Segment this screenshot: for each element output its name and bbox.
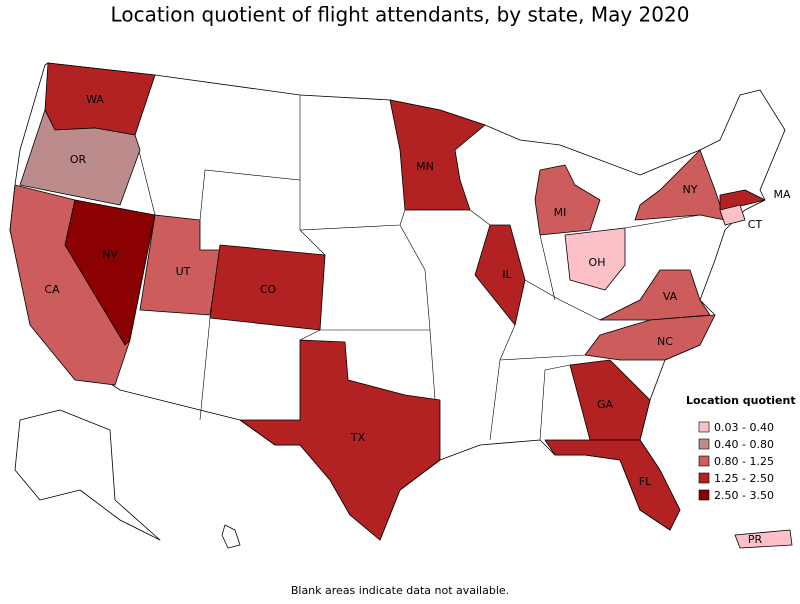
state-label: CT	[748, 218, 763, 231]
state-label: MI	[554, 206, 567, 219]
state-label: VA	[663, 290, 678, 303]
state-label: TX	[350, 431, 366, 444]
state-label: NV	[102, 248, 118, 261]
legend-label: 1.25 - 2.50	[714, 472, 774, 485]
state-label: IL	[502, 268, 512, 281]
alaska	[14, 409, 161, 541]
state	[564, 227, 626, 291]
state-label: GA	[597, 398, 614, 411]
legend-label: 0.80 - 1.25	[714, 455, 774, 468]
legend-swatch	[698, 489, 710, 501]
state	[389, 99, 486, 211]
state	[474, 224, 526, 326]
state-label: CO	[260, 283, 277, 296]
legend-label: 0.40 - 0.80	[714, 438, 774, 451]
legend-title: Location quotient	[686, 394, 796, 407]
state-label: NC	[657, 335, 673, 348]
state	[64, 199, 156, 346]
state-label: MN	[416, 160, 434, 173]
legend-swatch	[698, 438, 710, 450]
state	[719, 204, 746, 226]
legend-label: 0.03 - 0.40	[714, 421, 774, 434]
state	[239, 339, 441, 541]
state-label: OR	[70, 153, 87, 166]
state-label: OH	[589, 256, 606, 269]
state	[569, 359, 651, 441]
state-label: WA	[86, 93, 104, 106]
state-label: CA	[44, 283, 60, 296]
state	[19, 109, 141, 206]
state-label: PR	[748, 533, 763, 546]
legend-label: 2.50 - 3.50	[714, 489, 774, 502]
state	[719, 189, 766, 211]
map-title: Location quotient of flight attendants, …	[111, 3, 690, 27]
legend-swatch	[698, 421, 710, 433]
state	[209, 244, 326, 331]
hawaii	[221, 524, 241, 549]
state-label: NY	[683, 183, 698, 196]
footnote: Blank areas indicate data not available.	[291, 584, 509, 597]
state	[534, 164, 601, 236]
state	[544, 439, 681, 531]
state	[584, 314, 716, 361]
legend-swatch	[698, 472, 710, 484]
state-label: UT	[176, 265, 191, 278]
state-label: MA	[773, 188, 790, 201]
legend-swatch	[698, 455, 710, 467]
state-label: FL	[639, 475, 652, 488]
state	[734, 529, 793, 549]
